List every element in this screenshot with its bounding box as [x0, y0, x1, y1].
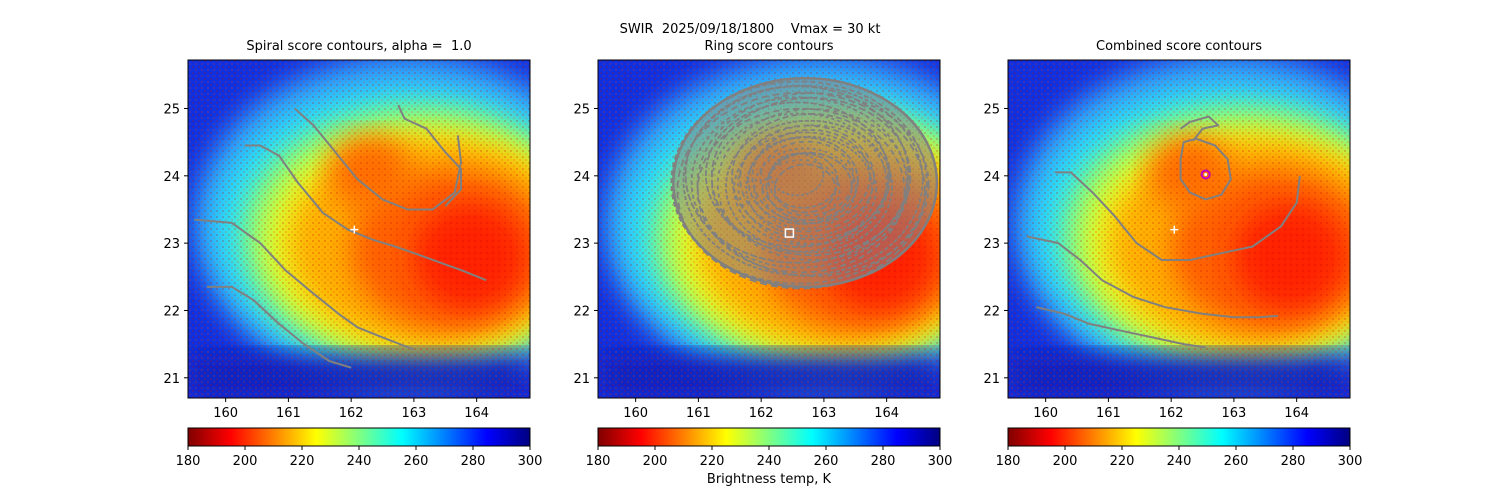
colorbar-tick-label: 280 — [461, 454, 486, 469]
y-tick-label: 21 — [163, 372, 180, 387]
x-tick-label: 162 — [749, 406, 774, 421]
axes-frame — [1007, 59, 1351, 399]
y-tick-label: 24 — [163, 170, 180, 185]
axes-frame — [187, 59, 531, 399]
y-tick-label: 22 — [163, 304, 180, 319]
x-tick-label: 163 — [1221, 406, 1246, 421]
x-tick-label: 162 — [339, 406, 364, 421]
colorbar-label: Brightness temp, K — [706, 472, 832, 487]
colorbar-tick-label: 300 — [1338, 454, 1363, 469]
x-tick-label: 164 — [874, 406, 899, 421]
score-contour — [1055, 171, 1301, 261]
colorbar-tick-label: 260 — [404, 454, 429, 469]
y-tick-label: 24 — [573, 170, 590, 185]
colorbar-tick-label: 300 — [928, 454, 953, 469]
x-tick-label: 160 — [623, 406, 648, 421]
colorbar-tick-label: 240 — [347, 454, 372, 469]
x-tick-label: 160 — [213, 406, 238, 421]
colorbar-tick-label: 200 — [1053, 454, 1078, 469]
score-contour — [397, 104, 462, 207]
panel-1-title: Spiral score contours, alpha = 1.0 — [246, 39, 472, 54]
brightness-temp-image — [598, 60, 940, 398]
colorbar-tick-label: 280 — [871, 454, 896, 469]
colorbar-tick-label: 240 — [757, 454, 782, 469]
panel-3: 160 161 162 163 164 21 22 23 24 25 180 200 220 240 260… — [983, 59, 1363, 469]
colorbar-tick-label: 180 — [586, 454, 611, 469]
colorbar-tick-label: 200 — [233, 454, 258, 469]
x-tick-label: 161 — [276, 406, 301, 421]
colorbar-tick-label: 180 — [996, 454, 1021, 469]
y-tick-label: 23 — [983, 237, 1000, 252]
y-tick-label: 25 — [163, 102, 180, 117]
score-contour — [244, 144, 487, 282]
colorbar: 180 200 220 240 260 280 300 — [586, 427, 953, 469]
combined-center-circle-marker — [1200, 169, 1211, 180]
panel-3-title: Combined score contours — [1096, 39, 1262, 54]
brightness-temp-image — [188, 60, 530, 398]
x-tick-label: 164 — [1284, 406, 1309, 421]
x-tick-label: 162 — [1159, 406, 1184, 421]
x-tick-label: 161 — [686, 406, 711, 421]
score-contour — [1026, 235, 1278, 319]
score-contour — [1179, 137, 1232, 201]
colorbar-tick-label: 300 — [518, 454, 543, 469]
y-tick-label: 22 — [983, 304, 1000, 319]
y-tick-label: 22 — [573, 304, 590, 319]
score-contour — [294, 107, 462, 211]
x-tick-label: 161 — [1096, 406, 1121, 421]
y-tick-label: 25 — [983, 102, 1000, 117]
score-contour — [194, 218, 415, 351]
panel-2: 160 161 162 163 164 21 22 23 24 25 180 200 220 240 260… — [573, 59, 953, 469]
panel-2-title: Ring score contours — [704, 39, 834, 54]
colorbar: 180 200 220 240 260 280 300 — [996, 427, 1363, 469]
score-contour — [1180, 115, 1220, 142]
y-tick-label: 23 — [573, 237, 590, 252]
center-plus-marker — [350, 225, 359, 234]
colorbar-tick-label: 240 — [1167, 454, 1192, 469]
colorbar-tick-label: 220 — [1110, 454, 1135, 469]
y-tick-label: 21 — [983, 372, 1000, 387]
colorbar-tick-label: 220 — [700, 454, 725, 469]
center-plus-marker — [1170, 225, 1179, 234]
figure-suptitle: SWIR 2025/09/18/1800 Vmax = 30 kt — [619, 22, 881, 37]
y-tick-label: 21 — [573, 372, 590, 387]
x-tick-label: 163 — [811, 406, 836, 421]
ring-score-contours — [670, 76, 939, 290]
colorbar-tick-label: 180 — [176, 454, 201, 469]
x-tick-label: 163 — [401, 406, 426, 421]
x-tick-label: 160 — [1033, 406, 1058, 421]
colorbar-tick-label: 220 — [290, 454, 315, 469]
brightness-temp-image — [1008, 60, 1350, 398]
colorbar-tick-label: 200 — [643, 454, 668, 469]
ring-center-square-marker — [784, 228, 795, 238]
colorbar-tick-label: 260 — [814, 454, 839, 469]
score-contour — [1035, 306, 1206, 349]
panel-1: 160 161 162 163 164 21 22 23 24 25 180 200 220 240 260… — [163, 59, 543, 469]
y-tick-label: 25 — [573, 102, 590, 117]
y-tick-label: 24 — [983, 170, 1000, 185]
y-tick-label: 23 — [163, 237, 180, 252]
colorbar-tick-label: 280 — [1281, 454, 1306, 469]
colorbar: 180 200 220 240 260 280 300 — [176, 427, 543, 469]
x-tick-label: 164 — [464, 406, 489, 421]
axes-frame — [597, 59, 941, 399]
colorbar-tick-label: 260 — [1224, 454, 1249, 469]
score-contour — [206, 285, 352, 369]
